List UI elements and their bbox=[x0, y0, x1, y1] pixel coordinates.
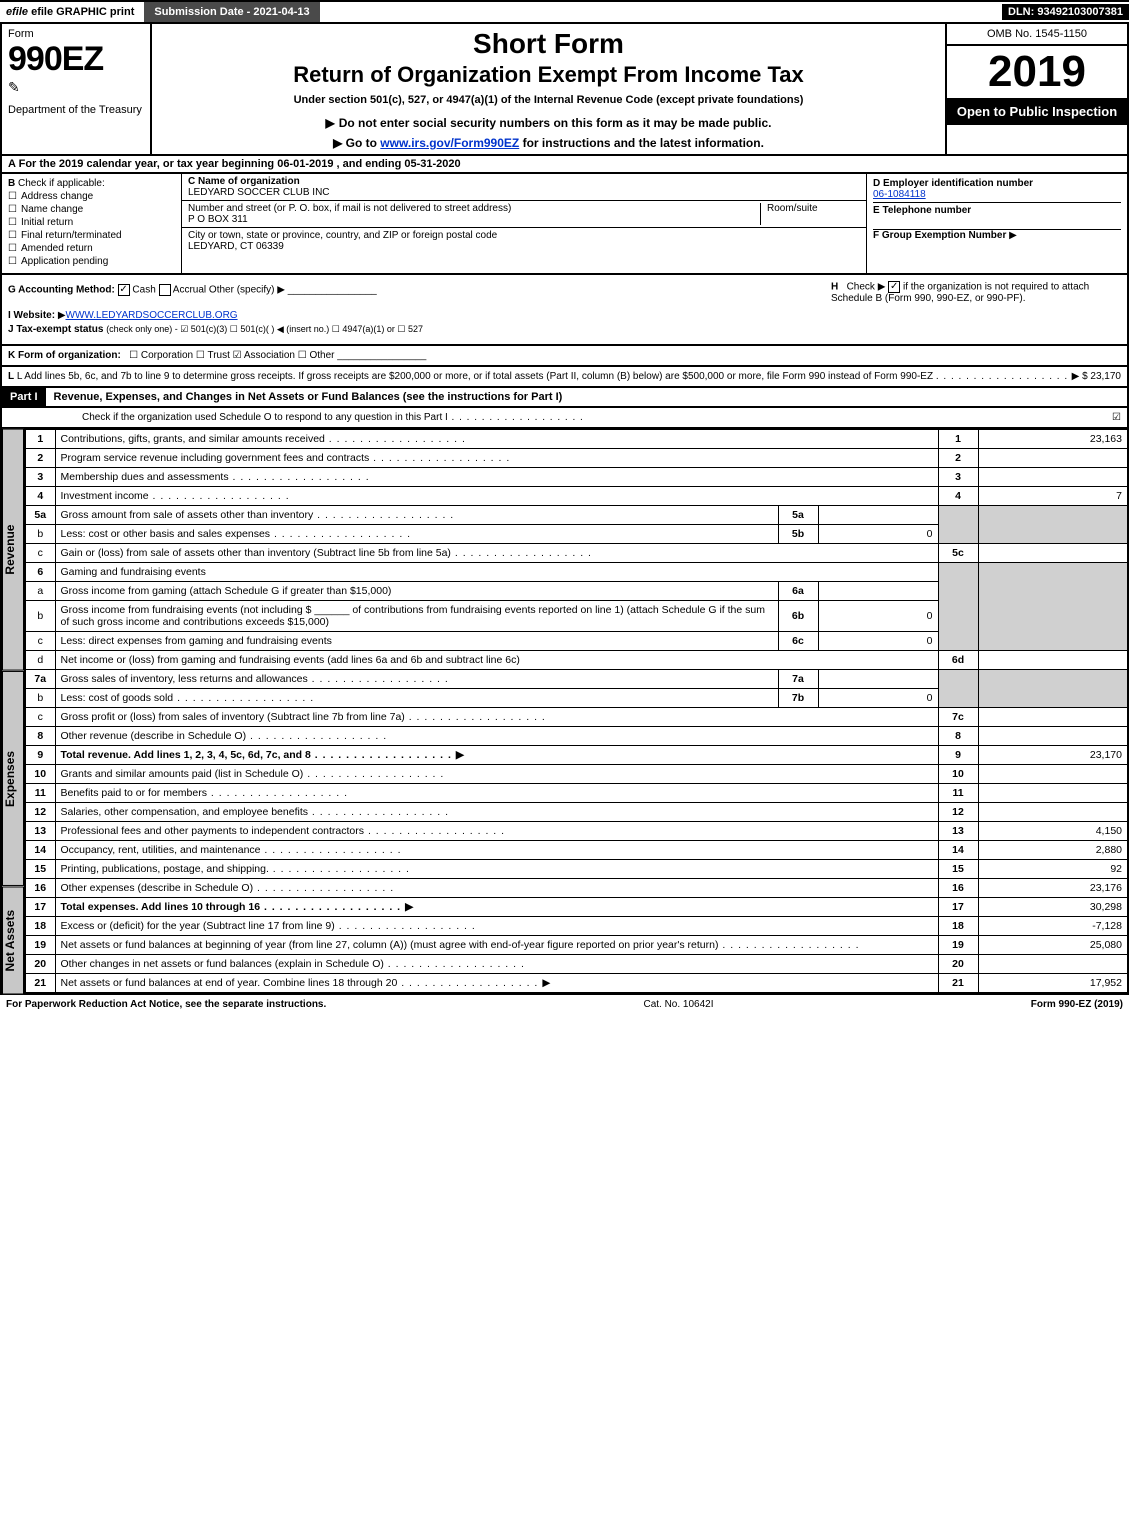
page-footer: For Paperwork Reduction Act Notice, see … bbox=[0, 994, 1129, 1014]
line-1: 1Contributions, gifts, grants, and simil… bbox=[25, 430, 1128, 449]
line-5c: cGain or (loss) from sale of assets othe… bbox=[25, 544, 1128, 563]
line-6d: dNet income or (loss) from gaming and fu… bbox=[25, 651, 1128, 670]
line-6: 6Gaming and fundraising events bbox=[25, 563, 1128, 582]
side-revenue: Revenue bbox=[2, 429, 24, 671]
efile-label: efile efile GRAPHIC print bbox=[0, 4, 140, 20]
e-label: E Telephone number bbox=[873, 205, 971, 216]
f-label: F Group Exemption Number bbox=[873, 230, 1006, 241]
line-16: 16Other expenses (describe in Schedule O… bbox=[25, 879, 1128, 898]
part-1-sub: Check if the organization used Schedule … bbox=[0, 408, 1129, 429]
room-suite-label: Room/suite bbox=[760, 203, 860, 225]
section-b-to-f: B Check if applicable: Address change Na… bbox=[0, 174, 1129, 275]
side-expenses: Expenses bbox=[2, 671, 24, 886]
chk-accrual[interactable] bbox=[159, 284, 171, 296]
org-city: LEDYARD, CT 06339 bbox=[188, 241, 284, 252]
side-netassets: Net Assets bbox=[2, 886, 24, 994]
tax-year: 2019 bbox=[947, 46, 1127, 98]
line-14: 14Occupancy, rent, utilities, and mainte… bbox=[25, 841, 1128, 860]
d-label: D Employer identification number bbox=[873, 178, 1033, 189]
part-1-title: Revenue, Expenses, and Changes in Net As… bbox=[46, 388, 1127, 406]
i-label: I Website: bbox=[8, 310, 55, 321]
footer-left: For Paperwork Reduction Act Notice, see … bbox=[6, 999, 326, 1010]
irs-link[interactable]: www.irs.gov/Form990EZ bbox=[380, 136, 519, 150]
form-word: Form bbox=[8, 28, 144, 40]
line-13: 13Professional fees and other payments t… bbox=[25, 822, 1128, 841]
line-12: 12Salaries, other compensation, and empl… bbox=[25, 803, 1128, 822]
submission-date: Submission Date - 2021-04-13 bbox=[144, 2, 319, 22]
website-link[interactable]: WWW.LEDYARDSOCCERCLUB.ORG bbox=[66, 310, 238, 321]
lines-table: 1Contributions, gifts, grants, and simil… bbox=[24, 429, 1129, 994]
chk-name-change[interactable]: Name change bbox=[8, 204, 175, 215]
line-9: 9Total revenue. Add lines 1, 2, 3, 4, 5c… bbox=[25, 746, 1128, 765]
c-name-label: C Name of organization bbox=[188, 176, 300, 187]
g-label: G Accounting Method: bbox=[8, 285, 115, 296]
box-c: C Name of organization LEDYARD SOCCER CL… bbox=[182, 174, 867, 273]
org-name: LEDYARD SOCCER CLUB INC bbox=[188, 187, 330, 198]
org-street: P O BOX 311 bbox=[188, 214, 248, 225]
ein-value[interactable]: 06-1084118 bbox=[873, 189, 926, 200]
form-id-cell: Form 990EZ ✎ Department of the Treasury bbox=[2, 24, 152, 154]
c-city-label: City or town, state or province, country… bbox=[188, 230, 497, 241]
line-11: 11Benefits paid to or for members11 bbox=[25, 784, 1128, 803]
return-title: Return of Organization Exempt From Incom… bbox=[158, 62, 939, 88]
omb-number: OMB No. 1545-1150 bbox=[947, 24, 1127, 46]
short-form-title: Short Form bbox=[158, 28, 939, 60]
box-h: H Check ▶ if the organization is not req… bbox=[821, 281, 1121, 338]
j-label: J Tax-exempt status bbox=[8, 324, 103, 335]
dln-label: DLN: 93492103007381 bbox=[1002, 4, 1129, 20]
line-19: 19Net assets or fund balances at beginni… bbox=[25, 936, 1128, 955]
under-section: Under section 501(c), 527, or 4947(a)(1)… bbox=[158, 94, 939, 106]
chk-final-return[interactable]: Final return/terminated bbox=[8, 230, 175, 241]
box-b: B Check if applicable: Address change Na… bbox=[2, 174, 182, 273]
line-7c: cGross profit or (loss) from sales of in… bbox=[25, 708, 1128, 727]
chk-initial-return[interactable]: Initial return bbox=[8, 217, 175, 228]
chk-cash[interactable] bbox=[118, 284, 130, 296]
line-7a: 7aGross sales of inventory, less returns… bbox=[25, 670, 1128, 689]
line-2: 2Program service revenue including gover… bbox=[25, 449, 1128, 468]
part-1-table: Revenue Expenses Net Assets 1Contributio… bbox=[0, 429, 1129, 994]
header-center: Short Form Return of Organization Exempt… bbox=[152, 24, 947, 154]
line-21: 21Net assets or fund balances at end of … bbox=[25, 974, 1128, 994]
row-l: L L Add lines 5b, 6c, and 7b to line 9 t… bbox=[0, 367, 1129, 388]
row-g-to-j: G Accounting Method: Cash Accrual Other … bbox=[0, 275, 1129, 346]
form-number: 990EZ bbox=[8, 40, 144, 79]
line-15: 15Printing, publications, postage, and s… bbox=[25, 860, 1128, 879]
dept-treasury: Department of the Treasury bbox=[8, 96, 144, 116]
line-3: 3Membership dues and assessments3 bbox=[25, 468, 1128, 487]
open-to-public: Open to Public Inspection bbox=[947, 98, 1127, 125]
line-4: 4Investment income47 bbox=[25, 487, 1128, 506]
footer-catno: Cat. No. 10642I bbox=[326, 999, 1030, 1010]
form-header: Form 990EZ ✎ Department of the Treasury … bbox=[0, 24, 1129, 156]
line-17: 17Total expenses. Add lines 10 through 1… bbox=[25, 898, 1128, 917]
top-bar: efile efile GRAPHIC print Submission Dat… bbox=[0, 0, 1129, 24]
line-18: 18Excess or (deficit) for the year (Subt… bbox=[25, 917, 1128, 936]
box-d-e-f: D Employer identification number 06-1084… bbox=[867, 174, 1127, 273]
ssn-note: Do not enter social security numbers on … bbox=[158, 116, 939, 130]
gross-receipts: ▶ $ 23,170 bbox=[1072, 371, 1121, 382]
row-k: K Form of organization: ☐ Corporation ☐ … bbox=[0, 346, 1129, 367]
c-street-label: Number and street (or P. O. box, if mail… bbox=[188, 203, 511, 214]
chk-application-pending[interactable]: Application pending bbox=[8, 256, 175, 267]
part-1-header: Part I Revenue, Expenses, and Changes in… bbox=[0, 388, 1129, 408]
chk-amended-return[interactable]: Amended return bbox=[8, 243, 175, 254]
row-a-tax-year: A For the 2019 calendar year, or tax yea… bbox=[0, 156, 1129, 174]
part-1-label: Part I bbox=[2, 388, 46, 406]
footer-formref: Form 990-EZ (2019) bbox=[1031, 999, 1123, 1010]
chk-address-change[interactable]: Address change bbox=[8, 191, 175, 202]
line-8: 8Other revenue (describe in Schedule O)8 bbox=[25, 727, 1128, 746]
chk-schedule-b-not-required[interactable] bbox=[888, 281, 900, 293]
goto-note: ▶ Go to www.irs.gov/Form990EZ for instru… bbox=[158, 136, 939, 150]
chk-schedule-o-used[interactable] bbox=[1112, 412, 1121, 423]
line-5a: 5aGross amount from sale of assets other… bbox=[25, 506, 1128, 525]
line-20: 20Other changes in net assets or fund ba… bbox=[25, 955, 1128, 974]
header-right: OMB No. 1545-1150 2019 Open to Public In… bbox=[947, 24, 1127, 154]
line-10: 10Grants and similar amounts paid (list … bbox=[25, 765, 1128, 784]
